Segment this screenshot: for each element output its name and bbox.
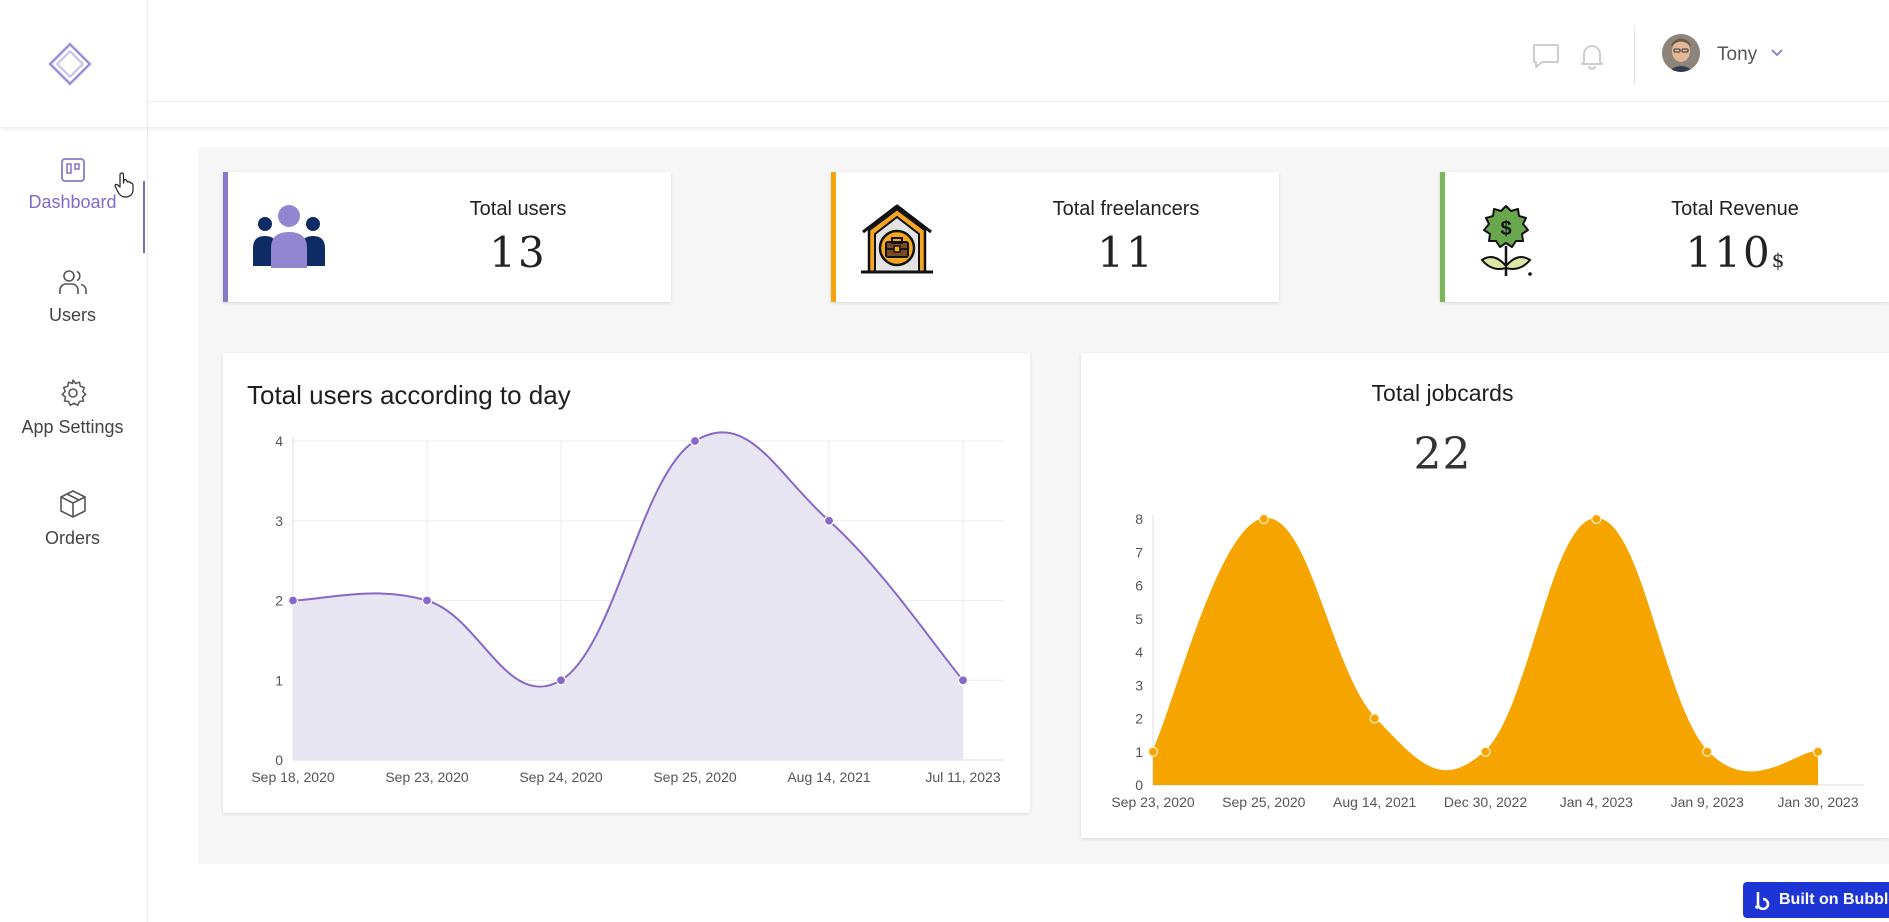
stat-number: 110 bbox=[1685, 228, 1772, 277]
jobcards-area-chart: 0 1 2 3 4 5 6 7 8 Sep 23, 2020 Sep 25, 2020 Aug 14,… bbox=[1111, 511, 1864, 810]
x-tick-label: Sep 25, 2020 bbox=[653, 769, 737, 785]
stat-card-total-users: Total users 13 bbox=[223, 172, 671, 302]
x-tick-label: Sep 23, 2020 bbox=[1111, 794, 1195, 810]
chart-card-users-by-day: Total users according to day 0 1 2 3 4 Sep 18… bbox=[223, 353, 1030, 813]
x-tick-label: Dec 30, 2022 bbox=[1444, 794, 1527, 810]
data-point bbox=[1812, 746, 1824, 757]
user-photo-icon bbox=[1662, 34, 1700, 72]
data-point bbox=[287, 595, 299, 606]
y-tick-label: 3 bbox=[275, 513, 283, 529]
series-area bbox=[293, 432, 963, 760]
house-briefcase-icon bbox=[861, 204, 933, 274]
stat-card-total-revenue: $ Total Revenue 110$ bbox=[1440, 172, 1889, 302]
stat-number: 11 bbox=[1097, 228, 1155, 277]
chat-icon[interactable] bbox=[1530, 40, 1562, 72]
data-point bbox=[1258, 513, 1269, 525]
stat-value: 13 bbox=[393, 228, 643, 277]
y-tick-label: 4 bbox=[275, 433, 283, 449]
data-point bbox=[555, 675, 567, 686]
dashboard-icon bbox=[60, 158, 85, 182]
gear-icon bbox=[60, 379, 87, 407]
built-on-bubble-badge[interactable]: Built on Bubble bbox=[1743, 882, 1889, 918]
x-tick-label: Jan 30, 2023 bbox=[1778, 794, 1859, 810]
stat-title: Total freelancers bbox=[1052, 198, 1200, 220]
series-area bbox=[1153, 518, 1818, 785]
x-tick-label: Sep 18, 2020 bbox=[251, 769, 335, 785]
y-tick-label: 1 bbox=[275, 672, 283, 688]
badge-label: Built on Bubble bbox=[1779, 891, 1889, 908]
x-tick-label: Jan 4, 2023 bbox=[1560, 794, 1633, 810]
x-tick-label: Sep 23, 2020 bbox=[385, 769, 469, 785]
svg-text:$: $ bbox=[1500, 218, 1511, 240]
stat-title: Total Revenue bbox=[1671, 198, 1799, 220]
data-point bbox=[1591, 513, 1602, 525]
jobcards-total: 22 bbox=[1413, 429, 1472, 480]
y-tick-label: 5 bbox=[1135, 611, 1143, 627]
y-tick-label: 0 bbox=[1135, 777, 1143, 793]
stat-unit: $ bbox=[1771, 248, 1785, 272]
data-point bbox=[1480, 746, 1491, 757]
y-tick-label: 3 bbox=[1135, 677, 1143, 693]
stat-title: Total users bbox=[469, 198, 567, 220]
users-line-chart: 0 1 2 3 4 Sep 18, 2020 Sep 23, 2020 Sep 24, 202… bbox=[251, 431, 1004, 785]
chevron-down-icon[interactable] bbox=[1770, 48, 1784, 58]
x-tick-label: Jul 11, 2023 bbox=[925, 769, 1000, 785]
data-point bbox=[1369, 713, 1380, 724]
x-tick-label: Aug 14, 2021 bbox=[787, 769, 871, 785]
stat-value: 110$ bbox=[1610, 228, 1860, 277]
sidebar: Dashboard Users App Settings Orders bbox=[0, 127, 148, 922]
logo-icon[interactable] bbox=[44, 38, 96, 90]
top-header: Tony bbox=[0, 0, 1889, 127]
sidebar-item-label: Users bbox=[48, 305, 96, 325]
stat-accent bbox=[831, 172, 836, 302]
data-point bbox=[421, 595, 433, 606]
header-divider bbox=[148, 101, 1889, 102]
sidebar-item-users[interactable]: Users bbox=[0, 268, 145, 326]
stat-card-total-freelancers: Total freelancers 11 bbox=[831, 172, 1279, 302]
header-separator bbox=[1634, 26, 1635, 84]
y-tick-label: 2 bbox=[275, 593, 283, 609]
data-point bbox=[957, 675, 969, 686]
people-group-icon bbox=[253, 205, 325, 268]
chart-card-total-jobcards: Total jobcards 22 0 1 2 3 4 5 6 7 8 Sep 23, 2020 S… bbox=[1081, 353, 1889, 838]
x-tick-label: Sep 24, 2020 bbox=[519, 769, 603, 785]
data-point bbox=[823, 515, 835, 526]
sidebar-item-dashboard[interactable]: Dashboard bbox=[0, 157, 145, 253]
sidebar-item-label: App Settings bbox=[21, 417, 124, 437]
y-tick-label: 2 bbox=[1135, 711, 1143, 727]
data-point bbox=[1147, 746, 1159, 757]
box-icon bbox=[59, 490, 86, 518]
bell-icon[interactable] bbox=[1576, 40, 1608, 72]
sidebar-item-label: Orders bbox=[44, 528, 100, 548]
sidebar-item-app-settings[interactable]: App Settings bbox=[0, 378, 145, 438]
active-indicator bbox=[143, 181, 145, 253]
stat-number: 13 bbox=[489, 228, 547, 277]
users-icon bbox=[58, 270, 87, 294]
bubble-logo-icon bbox=[1755, 892, 1770, 910]
stat-accent bbox=[1440, 172, 1445, 302]
sidebar-item-orders[interactable]: Orders bbox=[0, 489, 145, 549]
y-tick-label: 6 bbox=[1135, 578, 1143, 594]
y-tick-label: 8 bbox=[1135, 511, 1143, 527]
x-tick-label: Aug 14, 2021 bbox=[1333, 794, 1417, 810]
y-tick-label: 4 bbox=[1135, 644, 1143, 660]
x-tick-label: Sep 25, 2020 bbox=[1222, 794, 1306, 810]
money-plant-icon: $ bbox=[1480, 205, 1532, 276]
stat-accent bbox=[223, 172, 228, 302]
chart-title: Total users according to day bbox=[247, 380, 571, 410]
sidebar-item-label: Dashboard bbox=[28, 192, 117, 212]
y-tick-label: 7 bbox=[1135, 544, 1143, 560]
data-point bbox=[689, 435, 701, 447]
y-tick-label: 1 bbox=[1135, 744, 1143, 760]
user-name[interactable]: Tony bbox=[1717, 44, 1758, 65]
chart-title: Total jobcards bbox=[1371, 380, 1514, 406]
hand-cursor-icon bbox=[114, 172, 134, 198]
x-tick-label: Jan 9, 2023 bbox=[1671, 794, 1744, 810]
logo-divider bbox=[147, 0, 148, 127]
data-point bbox=[1702, 746, 1713, 757]
avatar[interactable] bbox=[1662, 34, 1700, 72]
stat-value: 11 bbox=[1001, 228, 1251, 277]
y-tick-label: 0 bbox=[275, 752, 283, 768]
